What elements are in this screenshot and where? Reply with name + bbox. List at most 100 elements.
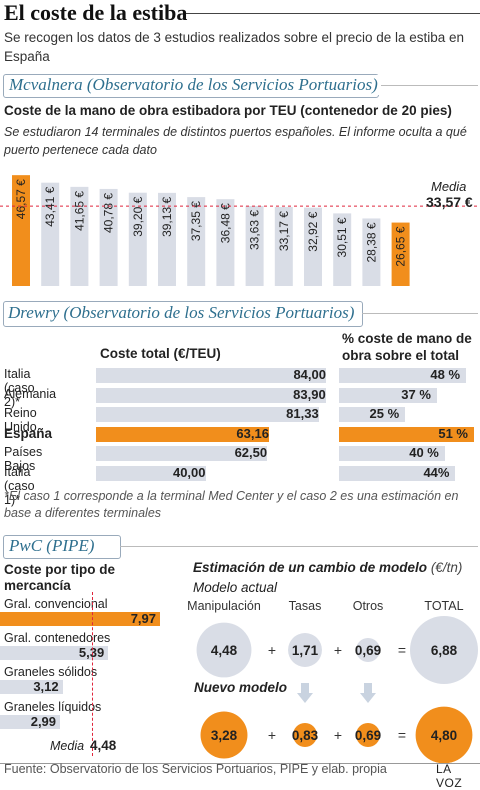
- terminal-bar: [128, 192, 147, 286]
- col-coste-total-header: Coste total (€/TEU): [100, 346, 221, 361]
- model-operator: =: [398, 727, 406, 743]
- terminal-bar: [304, 207, 322, 286]
- pwc-left-title: Coste por tipo de mercancía: [4, 562, 115, 593]
- drewry-total-bar: [96, 465, 206, 481]
- terminal-bar: [158, 192, 176, 286]
- current-model-value: 0,69: [355, 643, 381, 658]
- terminal-bar-label: 36,48 €: [218, 203, 232, 243]
- drewry-total-bar: [96, 407, 319, 422]
- drewry-total-value: 81,33: [286, 406, 319, 421]
- cargo-type-label: Graneles sólidos: [4, 665, 98, 679]
- new-model-value: 4,80: [431, 728, 457, 743]
- cargo-type-label: Gral. convencional: [4, 597, 108, 611]
- terminal-bar-label: 37,35 €: [189, 201, 203, 241]
- terminal-bar: [187, 197, 206, 286]
- drewry-pct-value: 40 %: [409, 445, 439, 460]
- new-model-value: 0,83: [292, 728, 319, 743]
- drewry-pct-bar: [339, 387, 437, 403]
- new-model-bubble: [415, 706, 473, 764]
- model-operator: +: [334, 727, 342, 743]
- new-model-label: Nuevo modelo: [194, 680, 287, 695]
- terminal-bar-label: 33,17 €: [277, 211, 291, 251]
- model-operator: +: [268, 642, 276, 658]
- drewry-total-value: 62,50: [234, 445, 268, 460]
- drewry-pct-bar: [339, 407, 406, 422]
- terminal-bar: [391, 222, 410, 286]
- media-label: Media: [431, 179, 467, 194]
- terminal-bar: [362, 218, 381, 286]
- drewry-pct-value: 44%: [423, 464, 450, 480]
- section2-source: Drewry (Observatorio de los Servicios Po…: [5, 303, 358, 323]
- drewry-row-label: Italia (caso 1)*: [4, 464, 35, 507]
- current-model-value: 4,48: [211, 643, 238, 658]
- arrow-down-icon: [297, 683, 313, 703]
- terminal-bar-label: 39,20 €: [131, 196, 145, 236]
- drewry-row-label: Alemania: [4, 386, 57, 401]
- drewry-pct-value: 37 %: [401, 386, 431, 402]
- new-model-bubble: [293, 723, 317, 747]
- section2-rule: [362, 313, 478, 314]
- arrow-down-icon: [360, 683, 376, 703]
- terminal-bar: [99, 188, 118, 286]
- drewry-pct-bar: [339, 446, 445, 461]
- current-model-bubble: [356, 638, 380, 662]
- cargo-type-label: Gral. contenedores: [4, 631, 111, 645]
- drewry-total-value: 83,90: [293, 386, 326, 402]
- terminal-bar-label: 30,51 €: [335, 217, 349, 257]
- section2-footnote: *El caso 1 corresponde a la terminal Med…: [4, 489, 459, 520]
- cargo-type-bar: [0, 646, 109, 660]
- drewry-pct-value: 25 %: [369, 406, 400, 421]
- drewry-total-value: 63,16: [236, 425, 269, 441]
- pwc-right-title-wrap: Estimación de un cambio de modelo (€/tn): [193, 560, 462, 575]
- current-model-bubble: [196, 622, 252, 678]
- cargo-type-bar: [0, 680, 63, 694]
- terminal-bar-label: 33,63 €: [248, 210, 262, 250]
- section2-frame: [3, 301, 363, 327]
- drewry-total-value: 40,00: [172, 464, 206, 480]
- cargo-type-value: 2,99: [30, 714, 57, 729]
- pwc-right-title: Estimación de un cambio de modelo: [193, 560, 428, 575]
- section1-source: Mcvalnera (Observatorio de los Servicios…: [6, 75, 381, 95]
- new-model-bubble: [356, 723, 380, 747]
- current-model-bubble: [410, 616, 478, 684]
- cargo-type-bar: [0, 612, 160, 626]
- model-bubble-diagram: Manipulación Tasas Otros TOTAL 4,48 1,71 0,69 6…: [187, 599, 478, 764]
- drewry-pct-value: 51 %: [438, 425, 468, 441]
- terminal-bar-label: 32,92 €: [306, 211, 320, 251]
- drewry-pct-bar: [339, 426, 474, 442]
- new-model-bubble: [200, 711, 248, 759]
- drewry-pct-value: 48 %: [430, 367, 461, 382]
- drewry-total-bar: [96, 426, 269, 442]
- terminal-bar-label: 39,13 €: [160, 197, 174, 237]
- terminal-bar: [70, 186, 89, 286]
- terminal-bar-label: 28,38 €: [364, 222, 378, 262]
- model-operator: +: [334, 642, 342, 658]
- current-model-value: 6,88: [431, 643, 458, 658]
- pwc-media-value: 4,48: [90, 738, 117, 753]
- page-subtitle: Se recogen los datos de 3 estudios reali…: [4, 30, 465, 64]
- new-model-value: 0,69: [355, 728, 381, 743]
- current-model-value: 1,71: [292, 643, 319, 658]
- col-pct-header: % coste de mano de obra sobre el total: [342, 331, 472, 363]
- drewry-total-value: 84,00: [293, 367, 326, 382]
- drewry-total-bar: [96, 387, 326, 403]
- model-column-label: Tasas: [289, 599, 322, 613]
- new-model-value: 3,28: [211, 728, 238, 743]
- terminal-bar: [12, 175, 30, 286]
- cargo-type-bar: [0, 715, 61, 729]
- drewry-row-label: Reino Unido: [4, 406, 37, 434]
- terminal-bar-label: 26,65 €: [394, 226, 408, 266]
- section1-rule: [378, 85, 478, 86]
- model-column-label: Manipulación: [187, 599, 261, 613]
- current-model-label: Modelo actual: [193, 580, 278, 595]
- drewry-pct-bar: [339, 465, 456, 481]
- section3-rule: [120, 546, 478, 547]
- drewry-row-label: España: [4, 425, 53, 441]
- terminal-bar: [333, 213, 352, 286]
- drewry-row-label: Italia (caso 2)*: [4, 367, 35, 409]
- terminal-bar-label: 41,65 €: [72, 191, 86, 231]
- section3-frame: [3, 535, 121, 559]
- pwc-right-unit: (€/tn): [430, 560, 463, 575]
- drewry-total-bar: [96, 446, 268, 461]
- cargo-type-value: 3,12: [33, 679, 59, 694]
